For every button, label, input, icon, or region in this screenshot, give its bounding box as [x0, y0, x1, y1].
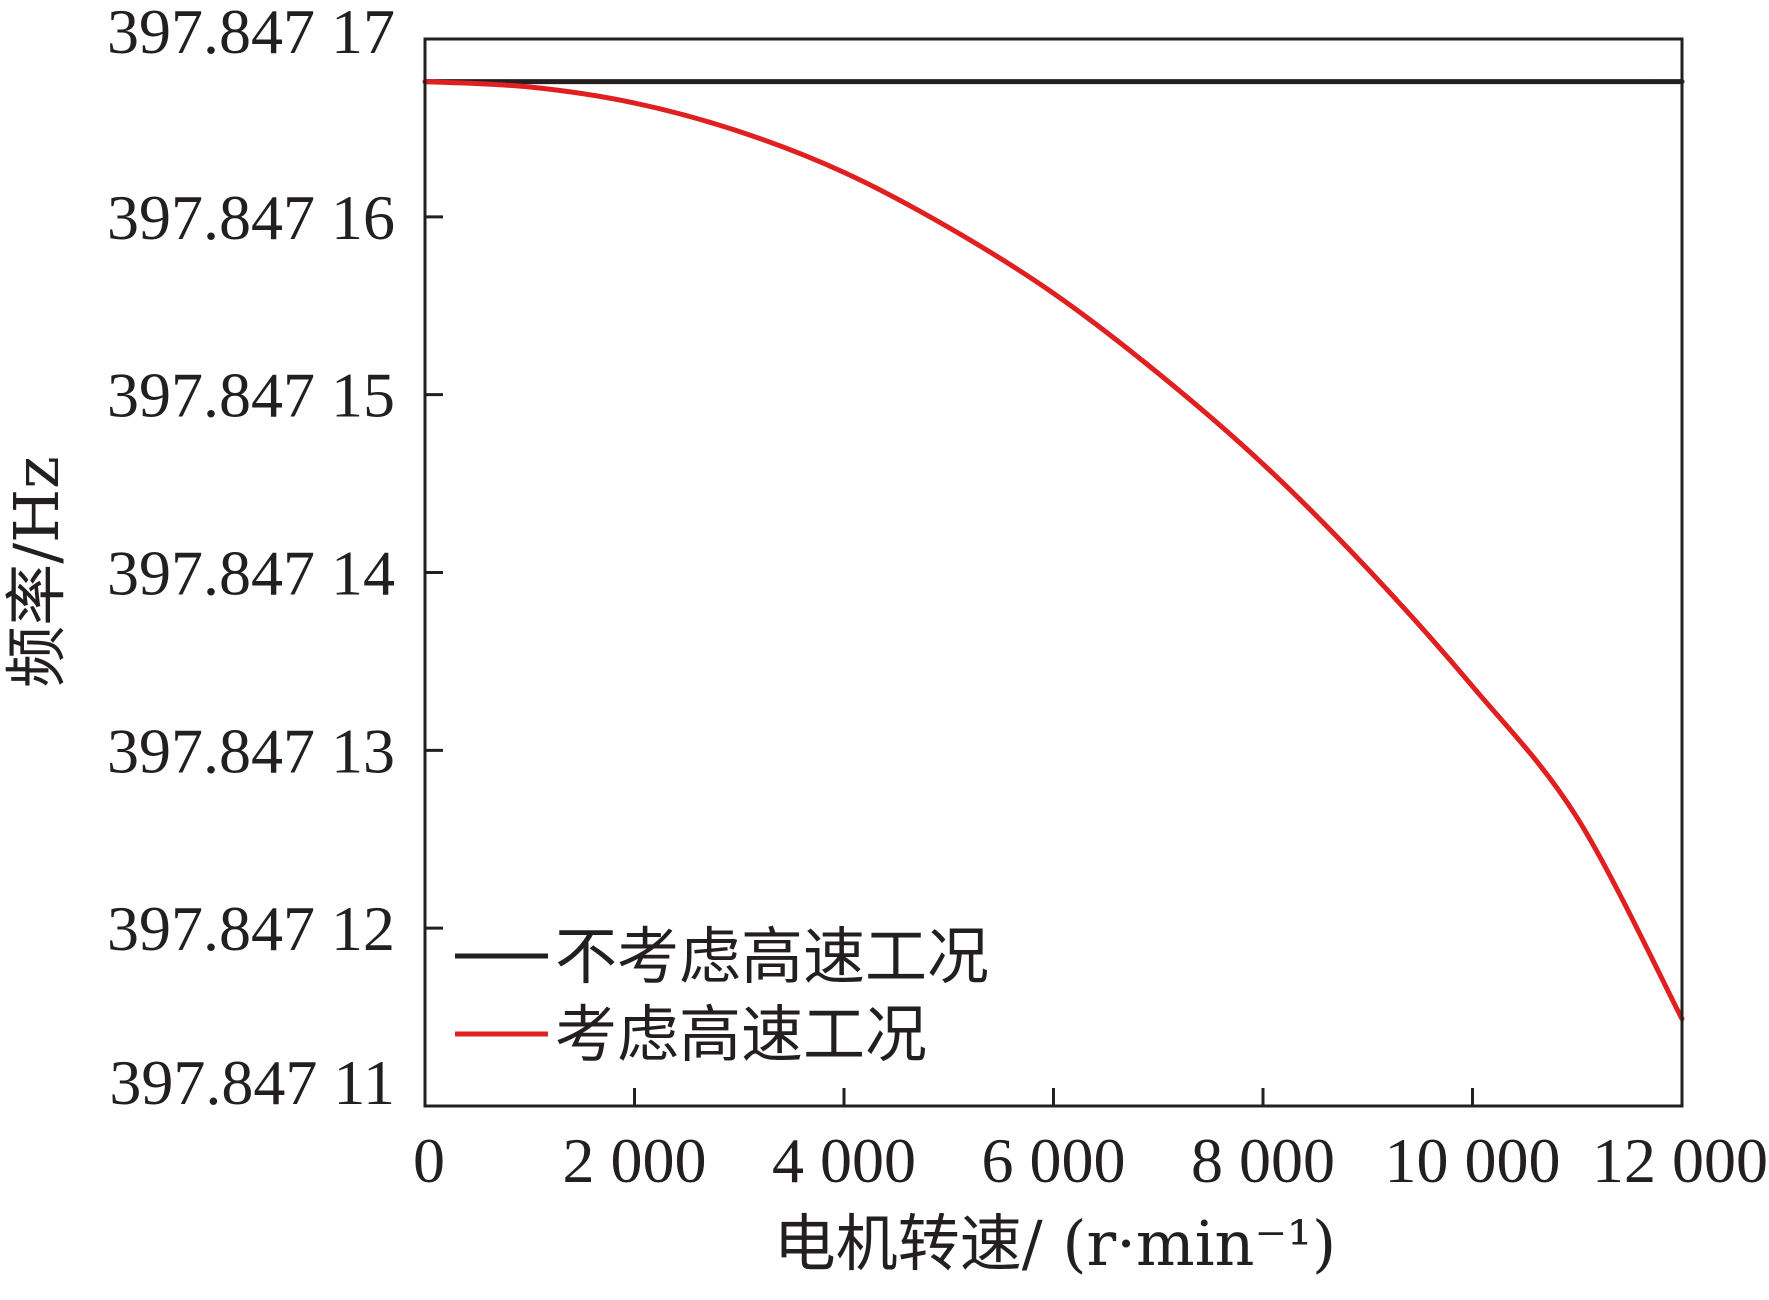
y-tick-label: 397.847 14: [107, 538, 395, 609]
x-tick-label: 10 000: [1385, 1125, 1561, 1196]
y-tick-label: 397.847 13: [107, 715, 395, 786]
x-tick-label: 6 000: [982, 1125, 1126, 1196]
x-axis: 0 2 000 4 000 6 000 8 000 10 000 12 000: [413, 1088, 1768, 1196]
x-axis-title: 电机转速/ (r·min⁻¹): [774, 1207, 1336, 1280]
y-axis: 397.847 11 397.847 12 397.847 13 397.847 14…: [107, 0, 443, 1118]
x-tick-label: 12 000: [1592, 1125, 1768, 1196]
x-tick-label: 2 000: [563, 1125, 707, 1196]
series-line-2: [422, 79, 1685, 1022]
series-layer: [422, 79, 1685, 1022]
y-axis-title: 频率/Hz: [0, 456, 73, 688]
x-tick-label: 0: [413, 1125, 445, 1196]
x-tick-label: 8 000: [1191, 1125, 1335, 1196]
y-tick-label: 397.847 12: [107, 893, 395, 964]
y-tick-label: 397.847 16: [107, 182, 395, 253]
x-tick-label: 4 000: [772, 1125, 916, 1196]
legend-label-2: 考虑高速工况: [555, 998, 927, 1071]
y-tick-label: 397.847 17: [107, 0, 395, 67]
y-tick-label: 397.847 11: [109, 1047, 395, 1118]
y-tick-label: 397.847 15: [107, 360, 395, 431]
legend-label-1: 不考虑高速工况: [555, 920, 989, 993]
